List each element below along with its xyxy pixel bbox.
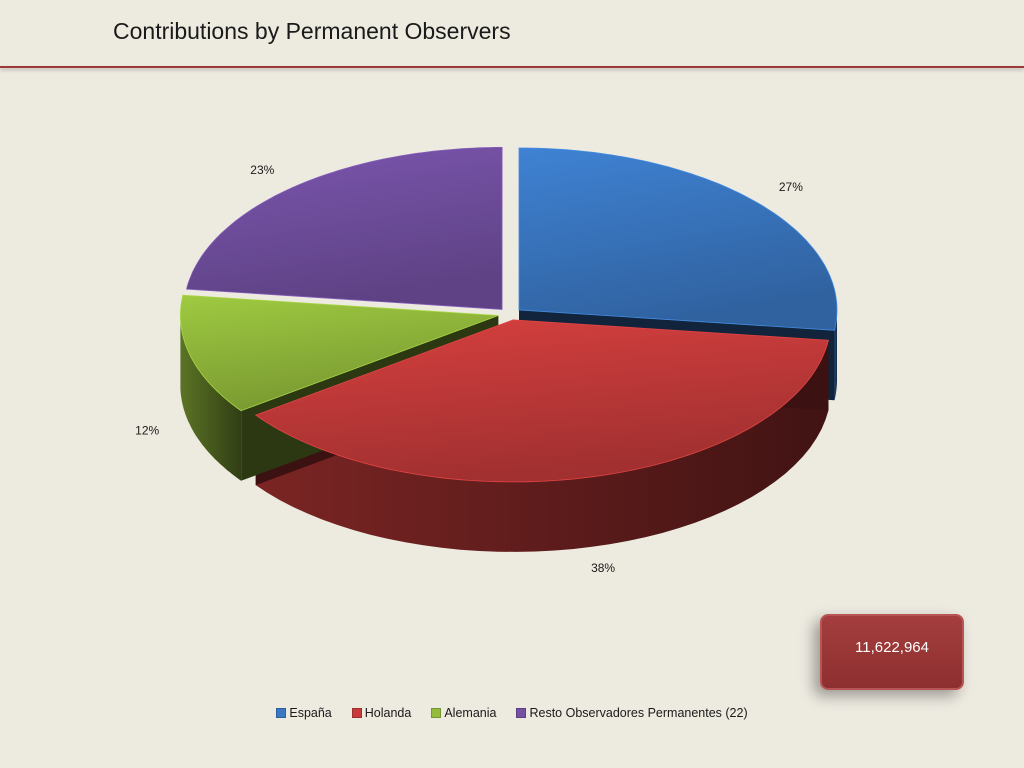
legend-item-espana: España xyxy=(276,706,332,720)
legend-item-holanda: Holanda xyxy=(351,706,412,720)
pct-label-resto-observadores-permanentes-22: 23% xyxy=(250,163,274,177)
pie-slice-espana xyxy=(518,147,838,331)
chart-legend: España Holanda Alemania Resto Observador… xyxy=(0,706,1024,720)
legend-label-alemania: Alemania xyxy=(444,706,497,720)
pie-slice-holanda xyxy=(254,319,830,483)
pct-label-alemania: 12% xyxy=(135,424,159,438)
pct-label-espana: 27% xyxy=(779,180,803,194)
pie-side-alemania xyxy=(180,315,242,481)
pie-side-espana xyxy=(834,310,837,401)
legend-swatch-holanda xyxy=(351,708,362,718)
legend-item-resto: Resto Observadores Permanentes (22) xyxy=(516,706,748,720)
legend-label-resto: Resto Observadores Permanentes (22) xyxy=(529,706,748,720)
pct-label-holanda: 38% xyxy=(591,561,615,575)
legend-swatch-espana xyxy=(276,708,287,718)
pie-slice-resto-observadores-permanentes-22 xyxy=(186,147,503,310)
legend-label-holanda: Holanda xyxy=(364,706,412,720)
total-value-box: 11,622,964 xyxy=(820,614,964,690)
pie-slice-alemania xyxy=(180,294,499,412)
page-title: Contributions by Permanent Observers xyxy=(113,18,511,44)
legend-swatch-resto xyxy=(516,708,527,718)
legend-item-alemania: Alemania xyxy=(431,706,496,720)
total-value: 11,622,964 xyxy=(855,639,929,656)
legend-swatch-alemania xyxy=(431,708,442,718)
pie-side-holanda xyxy=(255,340,829,552)
legend-label-espana: España xyxy=(289,706,332,720)
title-divider xyxy=(0,66,1024,68)
